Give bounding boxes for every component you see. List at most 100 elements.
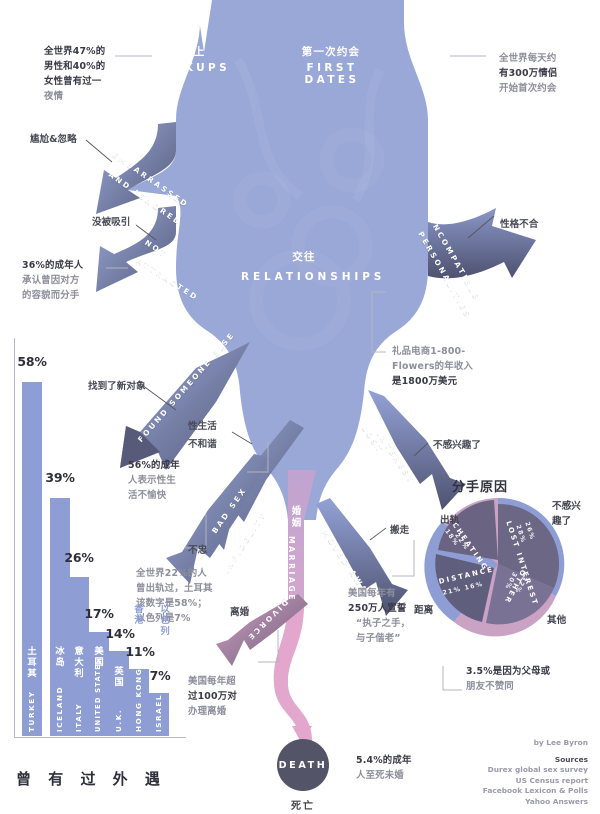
trunk-label-hookups-cn: 勾搭上 (170, 46, 206, 58)
bar-chart-title: 曾 有 过 外 遇 (16, 770, 166, 788)
bar-label-en-iceland: ICELAND (55, 685, 64, 732)
pointer-lines (85, 139, 495, 541)
bar-iceland[interactable] (50, 498, 70, 736)
note-flowers-stat: 礼品电商1-800- Flowers的年收入 是1800万美元 (392, 344, 508, 389)
trunk-blue (128, 0, 428, 520)
credit-source: US Census report (515, 775, 588, 785)
trunk-label-relationships-cn: 交往 (292, 251, 316, 263)
pie-slice-cheating[interactable] (438, 500, 498, 560)
bar-label-cn-turkey: 土耳其 (27, 646, 37, 679)
chart-x-axis (14, 737, 186, 738)
bar-label-cn-uk: 英国 (114, 666, 124, 688)
label-lost-interest-cn: 不感兴趣了 (433, 440, 481, 451)
trunk-label-marriage-cn: 婚姻 (291, 506, 302, 529)
note-vows-stat: 美国每年有 250万人宣誓 “执子之手， 与子偕老” (348, 586, 444, 646)
pie-chart-title: 分手原因 (452, 480, 509, 495)
label-incompatible-cn: 性格不合 (500, 219, 539, 230)
bar-hong-kong[interactable] (129, 669, 149, 736)
bar-label-en-turkey: TURKEY (27, 690, 36, 732)
credit-source: Facebook Lexicon & Polls (482, 786, 588, 795)
note-line: 250万人宣誓 (348, 603, 407, 614)
trunk-label-first-dates-en: FIRST DATES (304, 62, 360, 86)
label-infidelity-cn: 不忠 (188, 545, 208, 556)
note-line: 全世界22%的人 (136, 568, 207, 579)
death-label-cn: 死亡 (291, 801, 315, 812)
note-first-dates-stat: 全世界每天约 有300万情侣 开始首次约会 (499, 51, 600, 96)
bar-united-states[interactable] (89, 632, 109, 736)
note-line: 人表示性生 (128, 475, 176, 486)
label-embarrassed-cn: 尴尬&忽略 (30, 134, 77, 145)
note-line: 美国每年有 (348, 588, 396, 599)
note-line: 承认曾因对方 (22, 275, 80, 286)
bar-uk[interactable] (109, 651, 129, 736)
branch-embarrassed-and-ignored (96, 122, 176, 214)
breakup-reasons-pie-chart (424, 497, 565, 637)
bar-label-cn-israel: 以色列 (160, 604, 170, 637)
note-line: 是1800万美元 (392, 376, 458, 387)
death-label-en: DEATH (278, 759, 328, 771)
note-line: 该数字是58%； (136, 598, 207, 609)
bar-label-en-united-states: UNITED STATES (94, 657, 102, 732)
note-parents-stat: 3.5%是因为父母或 朋友不赞同 (466, 664, 590, 694)
note-line: 36%的成年人 (22, 260, 84, 271)
note-hookups-stat: 全世界47%的 男性和40%的 女性曾有过一 夜情 (44, 44, 154, 104)
label-bad-sex-cn-2: 不和谐 (188, 439, 217, 450)
pie-label-cheating: 出轨 (440, 515, 460, 526)
bar-label-en-israel: ISRAEL (154, 693, 163, 732)
note-line: Flowers的年收入 (392, 361, 473, 372)
pie-slice-lost-interest[interactable] (498, 503, 560, 588)
bar-value-italy: 26% (64, 550, 94, 565)
branch-moved-away (316, 498, 408, 616)
bar-israel[interactable] (149, 693, 169, 736)
note-line: 礼品电商1-800- (392, 346, 466, 357)
bar-label-en-italy: ITALY (74, 702, 83, 732)
leader-lines (106, 55, 486, 691)
bar-value-uk: 14% (105, 626, 135, 641)
affairs-bar-chart: 58% 土耳其 TURKEY 39% 冰岛 ICELAND 26% 意大利 IT… (0, 326, 200, 796)
trunk-label-marriage-en: MARRIAGE (287, 536, 296, 603)
note-bad-sex-stat: 56%的成年 人表示性生 活不愉快 (128, 458, 214, 503)
trunk-label-first-dates-cn: 第一次约会 (301, 46, 361, 58)
bar-value-iceland: 39% (45, 470, 75, 485)
branch-infidelity (166, 454, 270, 584)
bar-label-cn-iceland: 冰岛 (55, 646, 65, 668)
credits-block: by Lee Byron Sources Durex global sex su… (483, 738, 588, 807)
branch-lost-interest (368, 390, 466, 510)
pie-slice-distance[interactable] (435, 554, 494, 622)
trunk-label-relationships-en: RELATIONSHIPS (241, 271, 386, 283)
note-line: “执子之手， (356, 618, 411, 629)
label-bad-sex-cn-1: 性生活 (188, 421, 217, 432)
note-line: 夜情 (44, 91, 64, 102)
bar-turkey[interactable] (22, 382, 42, 736)
bar-label-en-uk: U.K. (114, 708, 123, 732)
note-line: 与子偕老” (356, 633, 401, 644)
pie-label-distance: 距离 (414, 605, 434, 616)
note-line: 有300万情侣 (499, 68, 558, 79)
bar-label-cn-hong-kong: 香港 (134, 604, 144, 626)
bar-value-turkey: 58% (17, 354, 47, 369)
note-line: 男性和40%的 (44, 61, 106, 72)
label-not-attracted-cn: 没被吸引 (92, 217, 131, 228)
bar-italy[interactable] (69, 577, 89, 736)
note-never-married-stat: 5.4%的成年 人至死未婚 (356, 753, 466, 783)
note-line: 全世界每天约 (499, 53, 557, 64)
note-line: 办理离婚 (188, 706, 227, 717)
branch-incompatible-personalities (428, 196, 536, 279)
branch-found-someone-else (120, 342, 250, 470)
branch-not-attracted (96, 206, 176, 292)
label-divorce-cn: 离婚 (230, 607, 250, 618)
note-line: 过100万对 (188, 691, 237, 702)
note-cheating-stat: 全世界22%的人 曾出轨过，土耳其 该数字是58%； 以色列是7% (136, 566, 248, 626)
pie-label-other: 其他 (547, 615, 567, 626)
pie-label-lost-interest-1: 不感兴 (552, 501, 581, 512)
pie-slice-other[interactable] (486, 564, 554, 625)
note-line: 活不愉快 (128, 490, 167, 501)
credit-source: Yahoo Answers (525, 796, 588, 806)
note-line: 3.5%是因为父母或 (466, 666, 551, 677)
note-line: 朋友不赞同 (466, 681, 514, 692)
note-divorce-stat: 美国每年超 过100万对 办理离婚 (188, 674, 274, 719)
note-line: 的容貌而分手 (22, 290, 80, 301)
credit-author: by Lee Byron (533, 738, 588, 747)
